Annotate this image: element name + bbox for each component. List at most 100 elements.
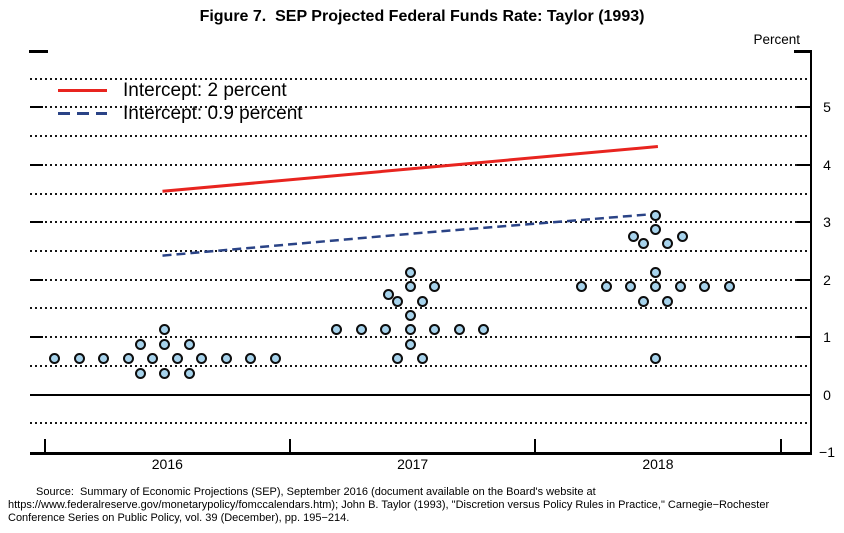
x-axis-label: 2018 (642, 456, 674, 472)
sep-projection-dot (159, 367, 171, 379)
y-tick-right (797, 221, 810, 224)
sep-projection-dot (355, 324, 367, 336)
sep-projection-dot (404, 281, 416, 293)
y-axis-label: 5 (823, 99, 831, 116)
sep-projection-dot (380, 324, 392, 336)
x-tick (534, 439, 537, 452)
chart-plot-area: Intercept: 2 percent Intercept: 0.9 perc… (29, 50, 812, 455)
gridline (30, 307, 810, 310)
sep-projection-dot (649, 223, 661, 235)
sep-projection-dot (134, 367, 146, 379)
gridline (30, 163, 810, 166)
gridline (30, 422, 810, 425)
sep-projection-dot (649, 267, 661, 279)
legend-label: Intercept: 0.9 percent (123, 103, 303, 124)
legend-item-intercept-2pct: Intercept: 2 percent (58, 79, 303, 102)
rule-lines-svg (162, 145, 659, 257)
red-solid-rule-line (162, 145, 659, 193)
sep-projection-dot (183, 338, 195, 350)
sep-projection-dot (49, 353, 61, 365)
sep-projection-dot (269, 353, 281, 365)
x-tick (289, 439, 291, 452)
sep-projection-dot (183, 367, 195, 379)
gridline (30, 221, 810, 224)
sep-projection-dot (404, 338, 416, 350)
y-axis-label: 1 (823, 329, 831, 346)
sep-projection-dot (600, 281, 612, 293)
gridline (30, 278, 810, 281)
sep-projection-dot (649, 281, 661, 293)
y-axis-label: 4 (823, 156, 831, 173)
sep-projection-dot (637, 295, 649, 307)
gridline (30, 192, 810, 195)
sep-projection-dot (404, 267, 416, 279)
sep-projection-dot (429, 281, 441, 293)
legend-label: Intercept: 2 percent (123, 80, 287, 101)
y-tick-right (797, 163, 810, 166)
source-line: Source: Summary of Economic Projections … (36, 486, 596, 498)
sep-projection-dot (625, 281, 637, 293)
sep-projection-dot (392, 295, 404, 307)
gridline (30, 135, 810, 138)
blue-dashed-rule-line (162, 212, 659, 257)
sep-projection-dot (73, 353, 85, 365)
sep-projection-dot (98, 353, 110, 365)
sep-projection-dot (662, 295, 674, 307)
sep-projection-dot (674, 281, 686, 293)
gridline (30, 250, 810, 252)
y-tick-right (797, 336, 810, 339)
red-solid-line-swatch (58, 89, 107, 92)
y-tick-right (797, 106, 810, 109)
source-line: Conference Series on Public Policy, vol.… (8, 512, 350, 524)
sep-projection-dot (699, 281, 711, 293)
y-axis-label: 0 (823, 386, 831, 403)
x-tick (43, 439, 46, 452)
source-line: https://www.federalreserve.gov/monetaryp… (8, 499, 770, 511)
gridline (30, 336, 810, 339)
sep-projection-dot (723, 281, 735, 293)
sep-projection-dot (171, 353, 183, 365)
sep-projection-dot (159, 324, 171, 336)
top-left-frame-stub (29, 50, 48, 53)
y-tick-left (30, 336, 43, 339)
sep-projection-dot (429, 324, 441, 336)
y-tick-left (30, 278, 43, 281)
y-tick-left (30, 221, 43, 224)
sep-projection-dot (147, 353, 159, 365)
top-right-frame-stub (794, 50, 810, 53)
source-note: Source: Summary of Economic Projections … (8, 486, 838, 525)
gridline (30, 106, 810, 109)
sep-projection-dot (134, 338, 146, 350)
y-axis-label: −1 (819, 444, 835, 460)
sep-projection-dot (676, 231, 688, 243)
y-axis-unit-label: Percent (753, 32, 800, 47)
sep-projection-dot (649, 209, 661, 221)
gridline (30, 364, 810, 367)
sep-projection-dot (576, 281, 588, 293)
sep-projection-dot (637, 238, 649, 250)
blue-dashed-line-swatch (58, 112, 107, 115)
y-axis-label: 3 (823, 214, 831, 231)
sep-projection-dot (404, 310, 416, 322)
x-axis-label: 2017 (397, 456, 429, 472)
sep-projection-dot (404, 324, 416, 336)
sep-projection-dot (453, 324, 465, 336)
y-axis-label: 2 (823, 271, 831, 288)
sep-projection-dot (220, 353, 232, 365)
sep-projection-dot (478, 324, 490, 336)
sep-projection-dot (122, 353, 134, 365)
sep-projection-dot (416, 353, 428, 365)
y-tick-left (30, 163, 43, 166)
sep-projection-dot (331, 324, 343, 336)
gridline (30, 77, 810, 80)
y-tick-right (797, 278, 810, 281)
x-tick (779, 439, 782, 452)
legend: Intercept: 2 percent Intercept: 0.9 perc… (58, 79, 303, 125)
sep-projection-dot (245, 353, 257, 365)
figure-title: Figure 7. SEP Projected Federal Funds Ra… (199, 8, 645, 25)
x-axis-label: 2016 (151, 456, 183, 472)
sep-projection-dot (627, 231, 639, 243)
sep-projection-dot (196, 353, 208, 365)
sep-projection-dot (159, 338, 171, 350)
